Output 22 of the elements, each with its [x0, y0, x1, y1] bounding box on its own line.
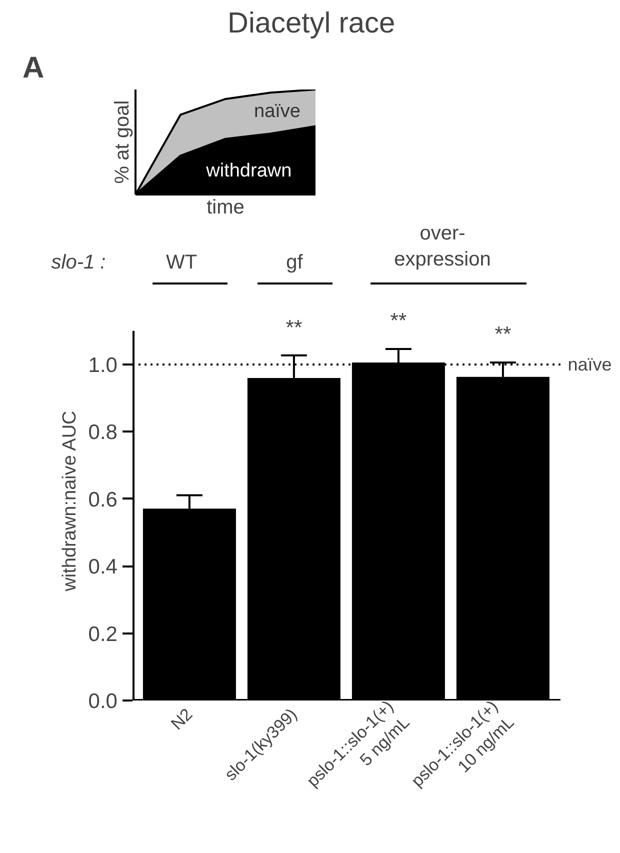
annotation: **: [286, 316, 302, 340]
text: over- expression: [394, 222, 491, 271]
y-tick-label: 0.0: [88, 690, 118, 713]
y-tick-label: 0.8: [88, 421, 118, 444]
text: WT: [166, 252, 198, 274]
y-tick-label: 0.2: [88, 622, 118, 646]
y-tick-label: 0.6: [88, 488, 118, 512]
annotation: **: [390, 310, 407, 333]
chart-title: Diacetyl race: [228, 8, 396, 40]
text: slo-1 :: [51, 252, 106, 274]
y-axis-title: % at goal: [112, 100, 134, 184]
y-axis-title: withdrawn:naive AUC: [59, 410, 80, 592]
annotation: **: [494, 323, 512, 346]
x-axis-title: time: [206, 196, 244, 218]
series-label: withdrawn: [205, 160, 292, 182]
text: gf: [286, 252, 304, 274]
y-tick-label: 0.4: [88, 556, 118, 579]
ref-line-label: naïve: [568, 354, 612, 374]
x-tick-label: N2: [167, 704, 196, 734]
series-label: naïve: [254, 101, 300, 122]
y-tick-label: 1.0: [88, 354, 118, 377]
text: A: [22, 52, 44, 84]
